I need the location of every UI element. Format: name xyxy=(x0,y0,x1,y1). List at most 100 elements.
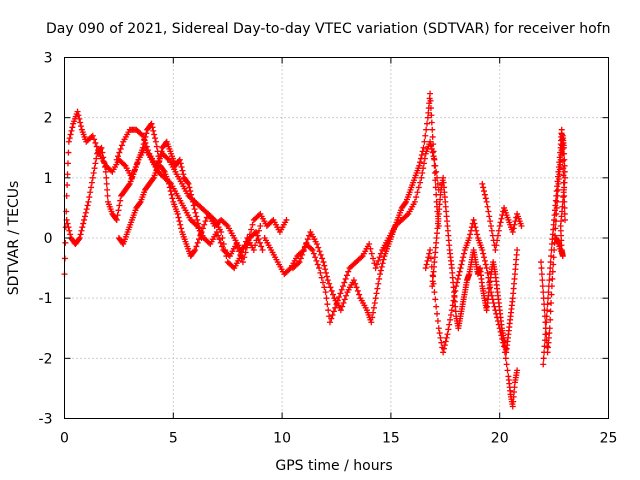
data-point xyxy=(352,280,359,287)
data-point xyxy=(164,155,171,162)
data-point xyxy=(85,198,92,205)
data-point xyxy=(498,332,505,339)
data-point xyxy=(377,271,384,278)
data-point xyxy=(256,239,263,246)
data-point xyxy=(368,250,375,257)
data-point xyxy=(423,126,430,133)
data-point xyxy=(541,349,548,356)
data-point xyxy=(102,168,109,175)
data-point xyxy=(179,167,186,174)
data-point xyxy=(435,325,442,332)
data-point xyxy=(493,242,500,249)
data-point xyxy=(420,165,427,172)
data-point xyxy=(192,209,199,216)
data-point xyxy=(203,209,210,216)
data-point xyxy=(538,271,545,278)
data-point xyxy=(378,263,385,270)
data-point xyxy=(138,131,145,138)
data-point xyxy=(76,115,83,122)
data-point xyxy=(194,239,201,246)
data-point xyxy=(117,197,124,204)
data-point xyxy=(136,200,143,207)
data-point xyxy=(191,206,198,213)
data-point xyxy=(150,127,157,134)
data-point xyxy=(485,208,492,215)
data-point xyxy=(244,241,251,248)
data-point xyxy=(118,142,125,149)
data-point xyxy=(420,144,427,151)
data-point xyxy=(487,218,494,225)
x-tick-label: 25 xyxy=(600,431,618,447)
data-point xyxy=(117,145,124,152)
data-point xyxy=(482,195,489,202)
data-point xyxy=(411,198,418,205)
data-point xyxy=(176,218,183,225)
data-point xyxy=(250,247,257,254)
data-point xyxy=(484,203,491,210)
data-point xyxy=(149,176,156,183)
data-point xyxy=(104,192,111,199)
data-series xyxy=(289,138,442,326)
data-point xyxy=(259,247,266,254)
data-point xyxy=(257,222,264,229)
data-point xyxy=(496,222,503,229)
data-point xyxy=(92,160,99,167)
data-point xyxy=(447,312,454,319)
data-point xyxy=(64,182,71,189)
data-point xyxy=(115,153,122,160)
data-point xyxy=(547,265,554,272)
data-point xyxy=(489,296,496,303)
data-point xyxy=(538,259,545,266)
data-point xyxy=(549,268,556,275)
data-point xyxy=(328,315,335,322)
data-point xyxy=(554,198,561,205)
data-point xyxy=(336,293,343,300)
data-point xyxy=(101,159,108,166)
data-point xyxy=(319,255,326,262)
data-point xyxy=(479,247,486,254)
data-point xyxy=(539,277,546,284)
data-point xyxy=(548,291,555,298)
data-point xyxy=(196,227,203,234)
data-point xyxy=(560,157,567,164)
data-point xyxy=(194,216,201,223)
data-point xyxy=(369,314,376,321)
data-point xyxy=(78,227,85,234)
data-point xyxy=(321,262,328,269)
data-point xyxy=(113,216,120,223)
y-tick-label: 1 xyxy=(44,171,53,187)
data-point xyxy=(544,301,551,308)
data-point xyxy=(415,184,422,191)
data-point xyxy=(544,307,551,314)
data-point xyxy=(453,283,460,290)
data-point xyxy=(239,259,246,266)
data-point xyxy=(252,228,259,235)
data-point xyxy=(199,225,206,232)
chart-title: Day 090 of 2021, Sidereal Day-to-day VTE… xyxy=(46,21,610,37)
data-point xyxy=(496,325,503,332)
data-point xyxy=(67,131,74,138)
data-point xyxy=(501,349,508,356)
data-point xyxy=(433,303,440,310)
data-point xyxy=(334,297,341,304)
data-point xyxy=(460,254,467,261)
data-point xyxy=(76,235,83,241)
data-point xyxy=(180,171,187,178)
data-point xyxy=(338,286,345,293)
data-point xyxy=(84,202,91,209)
data-point xyxy=(215,232,222,239)
data-point xyxy=(420,160,427,167)
data-point xyxy=(497,219,504,226)
data-point xyxy=(89,174,96,181)
data-point xyxy=(317,269,324,276)
data-point xyxy=(64,160,71,167)
data-point xyxy=(434,318,441,325)
data-point xyxy=(481,188,488,195)
data-point xyxy=(254,232,261,239)
data-point xyxy=(545,295,552,302)
data-point xyxy=(454,279,461,286)
data-point xyxy=(509,228,516,235)
data-point xyxy=(316,248,323,255)
